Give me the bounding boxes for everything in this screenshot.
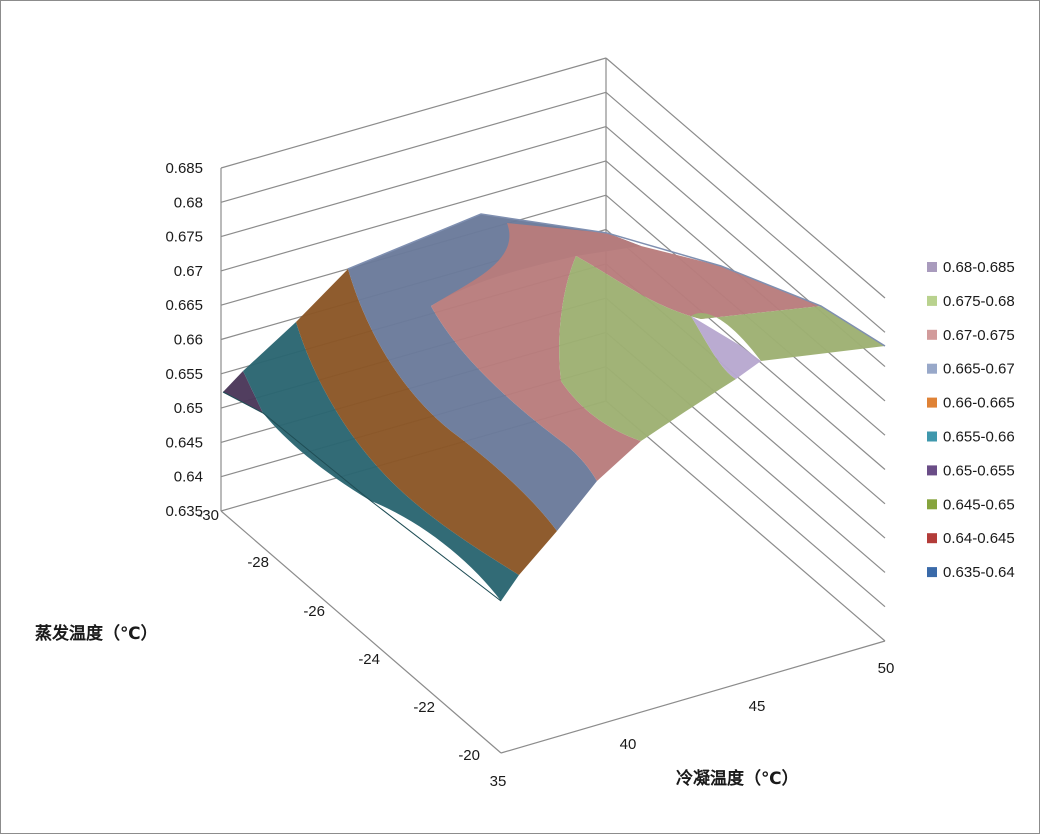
legend-swatch [927, 499, 937, 510]
surface-band-0.675-0.68 [559, 256, 885, 441]
surface-band-0.67-0.675 [431, 223, 821, 481]
legend-swatch [927, 397, 937, 408]
z-tick-label: 0.675 [165, 229, 203, 246]
legend-label: 0.68-0.685 [943, 259, 1015, 276]
legend-label: 0.665-0.67 [943, 361, 1015, 378]
legend-swatch [927, 363, 937, 374]
z-tick-label: 0.665 [165, 297, 203, 314]
x-tick-label: 35 [490, 773, 507, 790]
legend-swatch [927, 567, 937, 578]
right-wall-gridline [605, 91, 886, 333]
z-axis-tick-labels: 0.635 0.64 0.645 0.65 0.655 0.66 0.665 0.67 0.67… [165, 160, 203, 520]
y-tick-label: -26 [303, 603, 325, 620]
y-tick-label: -24 [358, 651, 380, 668]
surface-plot [222, 213, 886, 602]
z-tick-label: 0.685 [165, 160, 203, 177]
legend-swatch [927, 431, 937, 442]
surface-band-0.665-0.67 [348, 214, 641, 531]
legend-swatch [927, 295, 937, 306]
surface-band-0.68-0.685 [691, 316, 761, 379]
legend-swatch [927, 329, 937, 340]
z-tick-label: 0.67 [174, 263, 203, 280]
legend-swatch [927, 262, 937, 272]
right-wall-gridline [605, 400, 886, 642]
legend-label: 0.65-0.655 [943, 462, 1015, 479]
left-wall-gridline [220, 91, 607, 203]
legend-label: 0.66-0.665 [943, 395, 1015, 412]
y-axis-line [220, 510, 502, 754]
z-tick-label: 0.68 [174, 194, 203, 211]
z-tick-label: 0.66 [174, 332, 203, 349]
z-tick-label: 0.64 [174, 469, 203, 486]
legend-label: 0.645-0.65 [943, 496, 1015, 513]
left-wall-gridline [220, 57, 607, 169]
legend: 0.68-0.685 0.675-0.68 0.67-0.675 0.665-0.67… [927, 259, 1015, 581]
legend-swatch [927, 533, 937, 544]
left-wall-gridline [220, 126, 607, 238]
legend-label: 0.64-0.645 [943, 530, 1015, 547]
z-tick-label: 0.655 [165, 366, 203, 383]
legend-label: 0.675-0.68 [943, 293, 1015, 310]
surface-front-edge [222, 391, 502, 602]
y-axis-tick-labels: -20 -22 -24 -26 -28 -30 [197, 507, 480, 764]
surface-band-0.65-0.655 [223, 371, 263, 413]
x-tick-label: 40 [620, 736, 637, 753]
x-axis-title: 冷凝温度（℃） [676, 768, 799, 788]
y-tick-label: -20 [458, 747, 480, 764]
y-axis-title: 蒸发温度（℃） [35, 623, 158, 643]
legend-label: 0.67-0.675 [943, 327, 1015, 344]
y-tick-label: -30 [197, 507, 219, 524]
left-wall-gridline [220, 160, 607, 272]
x-tick-label: 45 [749, 698, 766, 715]
x-axis-line [500, 640, 886, 754]
x-axis-tick-labels: 35 40 45 50 [490, 660, 895, 790]
legend-label: 0.655-0.66 [943, 429, 1015, 446]
legend-label: 0.635-0.64 [943, 564, 1015, 581]
z-tick-label: 0.65 [174, 400, 203, 417]
legend-swatch [927, 465, 937, 476]
y-tick-label: -22 [413, 699, 435, 716]
z-tick-label: 0.645 [165, 434, 203, 451]
right-wall-gridline [605, 57, 886, 299]
surface-back-edge [347, 213, 886, 347]
surface-band-0.66-0.665 [296, 269, 557, 575]
x-tick-label: 50 [878, 660, 895, 677]
y-tick-label: -28 [247, 554, 269, 571]
surface-band-0.655-0.66 [243, 322, 519, 601]
z-tick-label: 0.635 [165, 503, 203, 520]
